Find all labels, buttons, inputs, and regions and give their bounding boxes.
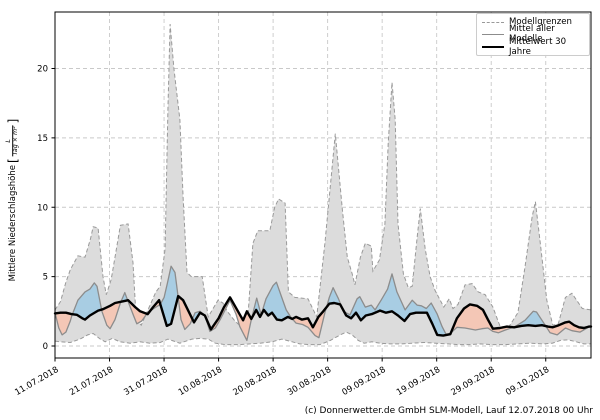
y-tick-label: 20 [37, 65, 48, 75]
unit-denominator: Tag × m² [12, 125, 20, 157]
x-tick-label: 09.10.2018 [504, 365, 551, 398]
above-normal-area [72, 282, 102, 320]
gray-line-icon [482, 33, 504, 35]
x-tick-label: 21.07.2018 [68, 365, 115, 398]
legend-label: Mittelwert 30 Jahre [509, 36, 567, 57]
x-tick-label: 11.07.2018 [13, 365, 60, 398]
climate-mean-line [53, 294, 593, 337]
unit-bracket-open: [ [6, 158, 20, 163]
y-tick-label: 0 [43, 342, 48, 352]
y-axis-label-text: Mittlere Niederschlagshöhe [8, 165, 18, 282]
y-tick-label: 15 [37, 134, 48, 144]
below-normal-area [127, 300, 147, 324]
unit-bracket-close: ] [6, 118, 20, 124]
x-tick-label: 09.09.2018 [341, 365, 388, 398]
legend-item-mittel-aller-modelle: Mittel aller Modelle [482, 24, 584, 44]
legend: Modellgrenzen Mittel aller Modelle Mitte… [476, 13, 590, 57]
y-tick-label: 5 [43, 273, 48, 283]
x-tick-label: 19.09.2018 [395, 365, 442, 398]
x-tick-label: 30.08.2018 [286, 365, 333, 398]
below-normal-area [204, 297, 252, 340]
above-normal-area [251, 282, 293, 321]
x-tick-label: 31.07.2018 [122, 365, 169, 398]
y-axis-label: Mittlere Niederschlagshöhe [ L Tag × m² … [5, 118, 20, 282]
legend-item-mittelwert-30-jahre: Mittelwert 30 Jahre [482, 37, 584, 57]
unit-fraction: L Tag × m² [5, 125, 20, 157]
model-upper-bound-line [54, 24, 592, 334]
copyright-footer: (c) Donnerwetter.de GmbH SLM-Modell, Lau… [304, 406, 593, 416]
legend-label: Modellgrenzen [509, 17, 572, 28]
dashed-line-icon [482, 21, 504, 23]
x-tick-label: 29.09.2018 [450, 365, 497, 398]
below-normal-area [450, 304, 514, 334]
y-tick-label: 10 [37, 203, 48, 213]
x-tick-label: 20.08.2018 [231, 365, 278, 398]
above-normal-area [344, 273, 451, 336]
model-mean-line [54, 265, 592, 342]
legend-item-modellgrenzen: Modellgrenzen [482, 16, 584, 28]
legend-label: Mittel aller Modelle [509, 24, 555, 45]
plot-border [54, 11, 592, 359]
black-line-icon [482, 45, 504, 48]
x-tick-label: 10.08.2018 [177, 365, 224, 398]
